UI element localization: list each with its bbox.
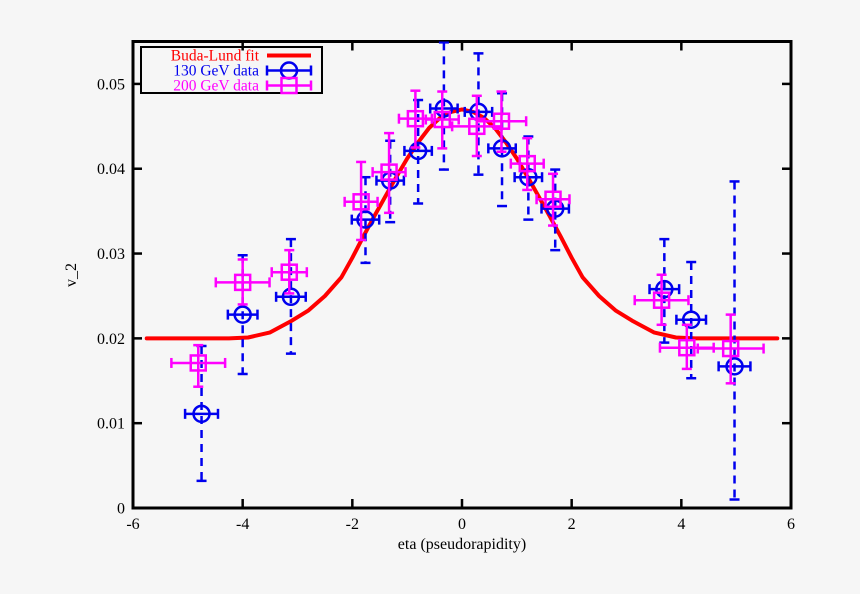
data-point-200gev — [518, 154, 537, 173]
y-tick-label: 0.01 — [97, 416, 125, 433]
y-tick-label: 0.04 — [97, 161, 125, 178]
x-tick-label: 6 — [787, 516, 795, 533]
y-tick-label: 0 — [117, 501, 125, 518]
y-axis-label: v_2 — [63, 263, 80, 287]
data-point-130gev — [356, 210, 375, 229]
series-open-circle — [183, 41, 752, 501]
x-tick-label: -6 — [126, 516, 139, 533]
x-tick-label: -4 — [236, 516, 249, 533]
series-open-square — [170, 89, 765, 388]
fit-line — [144, 107, 780, 341]
x-tick-label: 0 — [458, 516, 466, 533]
legend-label: Buda-Lund fit — [171, 48, 260, 65]
data-point-200gev — [652, 291, 671, 309]
data-point-200gev — [189, 354, 208, 372]
data-point-200gev — [492, 112, 511, 130]
x-axis-label: eta (pseudorapidity) — [398, 536, 526, 553]
series-layer — [144, 41, 780, 501]
data-point-200gev — [678, 338, 696, 357]
data-point-130gev — [233, 305, 252, 324]
legend-marker-square — [280, 76, 298, 95]
data-point-200gev — [352, 193, 370, 211]
data-point-130gev — [281, 287, 301, 307]
data-point-200gev — [544, 190, 562, 209]
data-point-130gev — [434, 99, 454, 118]
plot-area: -6 -4 -2 0 2 4 6 0 0.01 0.02 0.03 0.04 0.05 Buda-Lund… — [97, 40, 795, 533]
x-tick-label: -2 — [346, 516, 359, 533]
data-point-200gev — [280, 263, 299, 281]
data-point-130gev — [725, 357, 744, 376]
data-point-200gev — [406, 109, 425, 128]
data-point-130gev — [545, 199, 565, 218]
data-point-200gev — [233, 273, 252, 292]
legend-label: 130 GeV data — [173, 63, 259, 80]
data-point-130gev — [192, 404, 211, 424]
data-point-200gev — [380, 163, 398, 181]
y-tick-label: 0.05 — [97, 76, 125, 93]
legend-label: 200 GeV data — [173, 78, 259, 95]
plot-border — [131, 40, 793, 510]
data-point-130gev — [681, 310, 701, 329]
legend-box — [140, 46, 323, 94]
y-tick-label: 0.03 — [97, 246, 125, 263]
data-point-200gev — [721, 339, 740, 358]
data-point-130gev — [408, 141, 428, 161]
x-tick-label: 4 — [677, 516, 685, 533]
data-point-200gev — [433, 110, 452, 129]
y-tick-label: 0.02 — [97, 331, 125, 348]
x-tick-label: 2 — [568, 516, 576, 533]
data-point-130gev — [655, 279, 674, 299]
